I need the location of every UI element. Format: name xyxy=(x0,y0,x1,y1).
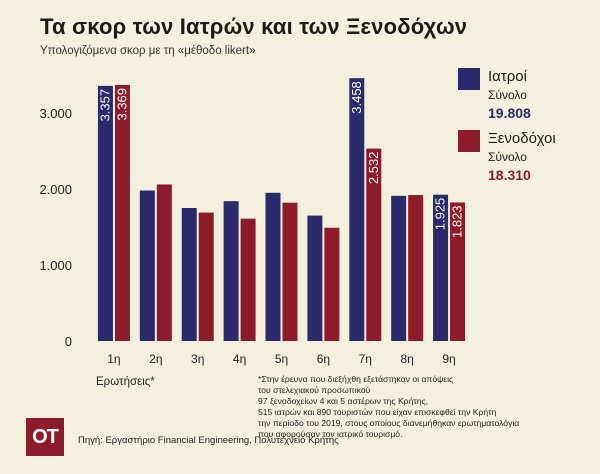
bar-doctors xyxy=(307,215,323,341)
bar-doctors xyxy=(349,78,365,341)
bar-doctors xyxy=(139,190,155,341)
x-tick-label: 6η xyxy=(317,352,330,366)
data-label: 3.369 xyxy=(114,88,129,121)
x-tick-label: 7η xyxy=(359,352,372,366)
y-tick-label: 2.000 xyxy=(39,182,72,197)
ot-logo: OT xyxy=(26,418,64,456)
legend-label-doctors: Ιατροί xyxy=(488,68,527,85)
legend-sub-hoteliers: Σύνολο xyxy=(488,150,527,164)
bar-hoteliers xyxy=(198,212,214,341)
footnote-line: την περίοδο του 2019, στους οποίους διαν… xyxy=(258,418,520,428)
y-tick-label: 0 xyxy=(65,334,72,349)
bar-doctors xyxy=(265,192,281,341)
footnote-line: του στελεχιακού προσωπικού xyxy=(258,385,371,395)
bar-doctors xyxy=(391,195,407,341)
bar-doctors xyxy=(97,85,113,341)
data-label: 3.357 xyxy=(97,89,112,122)
legend-swatch-doctors xyxy=(458,68,480,90)
x-axis-caption: Ερωτήσεις* xyxy=(96,376,155,388)
footnote-line: *Στην έρευνα που διεξήχθη εξετάστηκαν οι… xyxy=(258,374,454,384)
footnote: *Στην έρευνα που διεξήχθη εξετάστηκαν οι… xyxy=(258,374,558,440)
bar-hoteliers xyxy=(114,84,130,342)
footnote-line: 515 ιατρών και 890 τουριστών που είχαν ε… xyxy=(258,407,497,417)
bar-hoteliers xyxy=(450,202,466,341)
data-label: 1.925 xyxy=(433,198,448,231)
bar-hoteliers xyxy=(156,184,172,341)
chart-title: Τα σκορ των Ιατρών και των Ξενοδόχων xyxy=(40,14,468,39)
bar-hoteliers xyxy=(240,218,256,341)
x-tick-label: 1η xyxy=(107,352,120,366)
x-tick-label: 4η xyxy=(233,352,246,366)
x-tick-label: 5η xyxy=(275,352,288,366)
data-label: 3.458 xyxy=(349,81,364,114)
x-tick-label: 9η xyxy=(442,352,455,366)
y-tick-label: 1.000 xyxy=(39,258,72,273)
bar-hoteliers xyxy=(408,195,424,341)
data-label: 1.823 xyxy=(450,205,465,238)
legend-sub-doctors: Σύνολο xyxy=(488,88,527,102)
x-tick-label: 3η xyxy=(191,352,204,366)
bar-doctors xyxy=(181,208,197,341)
bar-doctors xyxy=(433,194,449,341)
legend-total-doctors: 19.808 xyxy=(488,105,531,121)
bar-doctors xyxy=(223,201,239,341)
x-tick-label: 2η xyxy=(149,352,162,366)
footnote-line: που αφορούσαν τον ιατρικό τουρισμό. xyxy=(258,429,403,439)
footnote-line: 97 ξενοδοχείων 4 και 5 αστέρων της Κρήτη… xyxy=(258,396,429,406)
y-tick-label: 3.000 xyxy=(39,106,72,121)
bar-hoteliers xyxy=(282,202,298,341)
legend-label-hoteliers: Ξενοδόχοι xyxy=(488,130,556,147)
data-label: 2.532 xyxy=(366,152,381,185)
legend-swatch-hoteliers xyxy=(458,130,480,152)
legend-total-hoteliers: 18.310 xyxy=(488,167,531,183)
source-note: Πηγή: Εργαστήριο Financial Engineering, … xyxy=(78,435,339,446)
bar-hoteliers xyxy=(324,227,340,341)
x-tick-label: 8η xyxy=(400,352,413,366)
chart-subtitle: Υπολογιζόμενα σκορ με τη «μέθοδο likert» xyxy=(40,45,256,57)
bar-hoteliers xyxy=(366,148,382,341)
